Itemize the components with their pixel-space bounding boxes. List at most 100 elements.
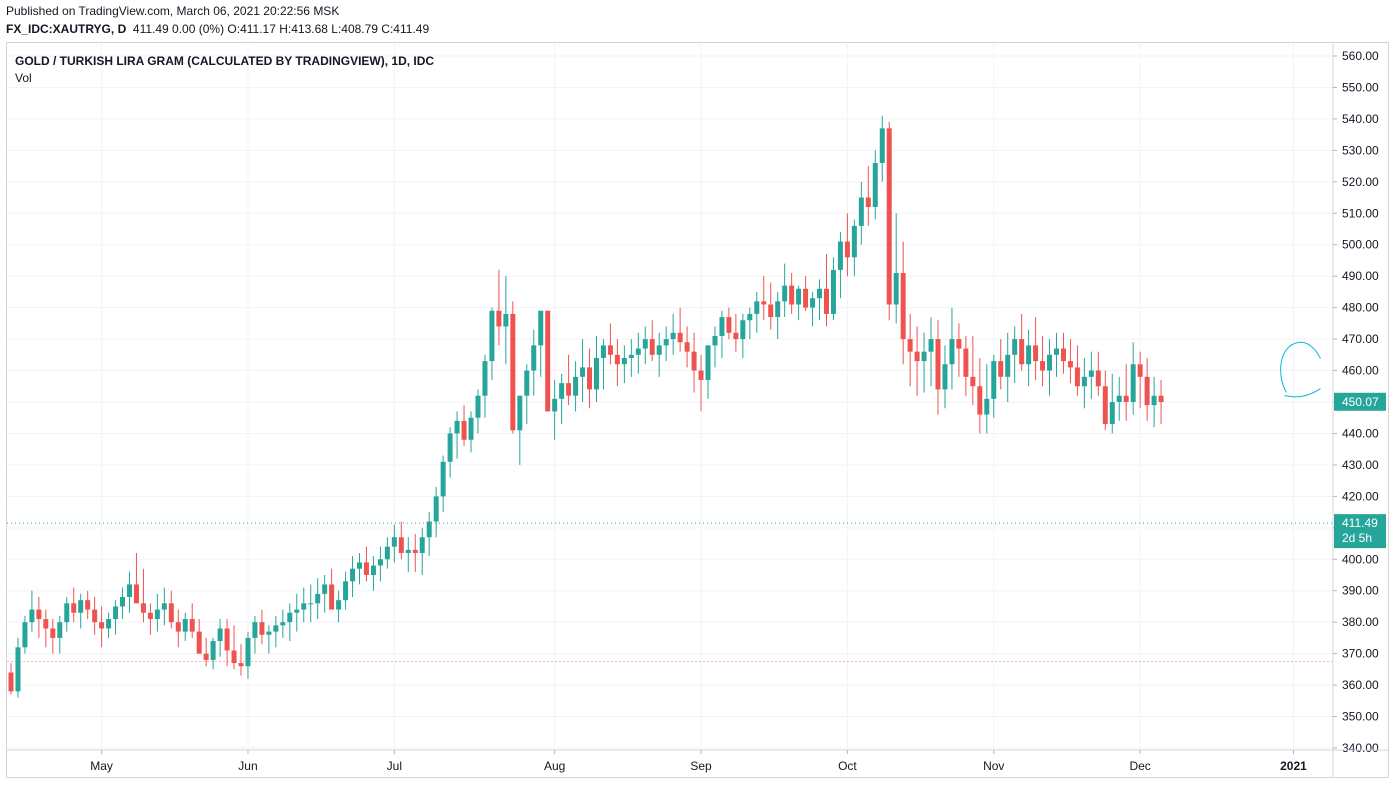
candle-body xyxy=(684,342,690,352)
time-tick-label: 2021 xyxy=(1280,759,1307,773)
price-tick-label: 350.00 xyxy=(1342,710,1379,724)
candle-body xyxy=(796,288,802,305)
volume-label: Vol xyxy=(15,71,32,85)
candle-body xyxy=(259,622,265,635)
candle-body xyxy=(921,351,927,362)
candle-body xyxy=(879,128,885,163)
candle-body xyxy=(189,619,195,632)
candle-body xyxy=(726,317,732,333)
candle-body xyxy=(538,310,544,346)
ohlc-values: 411.49 0.00 (0%) O:411.17 H:413.68 L:408… xyxy=(132,22,430,36)
candle-body xyxy=(593,357,599,390)
candle-body xyxy=(1123,395,1129,402)
candle-body xyxy=(935,339,941,390)
candle-body xyxy=(552,398,558,412)
candle-body xyxy=(217,628,223,642)
candle-body xyxy=(1040,361,1046,371)
price-tick-label: 340.00 xyxy=(1342,741,1379,755)
candle-body xyxy=(524,370,530,396)
candle-body xyxy=(865,197,871,207)
candle-body xyxy=(85,600,91,610)
candle-body xyxy=(1026,345,1032,365)
candle-body xyxy=(120,597,126,607)
candle-body xyxy=(628,354,634,358)
candle-body xyxy=(8,672,14,692)
candle-body xyxy=(677,332,683,343)
candle-body xyxy=(370,565,376,575)
candle-body xyxy=(1095,370,1101,387)
price-tick-label: 460.00 xyxy=(1342,364,1379,378)
candle-body xyxy=(391,537,397,547)
candle-body xyxy=(621,357,627,365)
candle-body xyxy=(517,395,523,431)
price-tick-label: 470.00 xyxy=(1342,332,1379,346)
candle-body xyxy=(649,339,655,355)
candle-body xyxy=(78,600,84,613)
candle-body xyxy=(635,348,641,355)
last-price-tag xyxy=(1334,514,1386,549)
candle-body xyxy=(329,584,335,610)
candle-body xyxy=(949,339,955,365)
candle-body xyxy=(1005,354,1011,377)
candle-body xyxy=(1047,354,1053,371)
time-tick-label: Oct xyxy=(838,759,857,773)
candle-body xyxy=(1019,339,1025,365)
annotation-layer xyxy=(1280,341,1321,398)
candle-body xyxy=(454,420,460,434)
candle-body xyxy=(196,631,202,654)
candle-body xyxy=(851,225,857,258)
candle-body xyxy=(147,612,153,620)
candle-body xyxy=(419,537,425,553)
candle-body xyxy=(858,197,864,226)
symbol-label: FX_IDC:XAUTRYG, D xyxy=(6,22,127,36)
candle-body xyxy=(315,593,321,604)
candle-body xyxy=(531,345,537,371)
candle-body xyxy=(1060,348,1066,362)
candle-body xyxy=(461,420,467,440)
candle-body xyxy=(830,269,836,314)
candle-body xyxy=(782,285,788,302)
candle-body xyxy=(817,288,823,299)
candle-body xyxy=(99,622,105,629)
candle-body xyxy=(900,273,906,340)
candle-body xyxy=(998,361,1004,377)
candle-body xyxy=(844,241,850,258)
candle-body xyxy=(1109,402,1115,425)
candles xyxy=(8,115,1164,698)
candle-body xyxy=(398,537,404,553)
candle-body xyxy=(956,339,962,349)
candle-body xyxy=(280,622,286,626)
countdown-text: 2d 5h xyxy=(1342,531,1372,545)
candle-body xyxy=(573,376,579,396)
price-tick-label: 550.00 xyxy=(1342,80,1379,94)
candle-body xyxy=(810,298,816,308)
annotation-curve xyxy=(1280,341,1321,393)
candle-body xyxy=(886,128,892,305)
candle-body xyxy=(991,361,997,399)
time-tick-label: Nov xyxy=(983,759,1004,773)
candle-body xyxy=(1012,339,1018,355)
candle-body xyxy=(29,609,35,623)
candle-body xyxy=(140,603,146,613)
candle-body xyxy=(126,584,132,598)
candle-body xyxy=(405,549,411,553)
grid-lines xyxy=(7,44,1333,749)
candle-body xyxy=(433,496,439,522)
candle-body xyxy=(210,641,216,660)
candle-body xyxy=(440,461,446,497)
candle-body xyxy=(893,273,899,305)
candle-body xyxy=(566,383,572,396)
candle-body xyxy=(510,313,516,431)
candle-body xyxy=(1074,367,1080,387)
time-tick-label: Jul xyxy=(387,759,402,773)
candle-body xyxy=(482,361,488,396)
candle-body xyxy=(252,622,258,638)
candle-body xyxy=(322,584,328,594)
candle-body xyxy=(350,568,356,582)
price-tick-label: 360.00 xyxy=(1342,678,1379,692)
candle-body xyxy=(203,653,209,660)
price-axis: 560.00 550.00 540.00 530.00 520.00 510.00 500.… xyxy=(1332,44,1379,778)
chart-title: GOLD / TURKISH LIRA GRAM (CALCULATED BY … xyxy=(15,54,435,68)
candle-body xyxy=(691,351,697,371)
